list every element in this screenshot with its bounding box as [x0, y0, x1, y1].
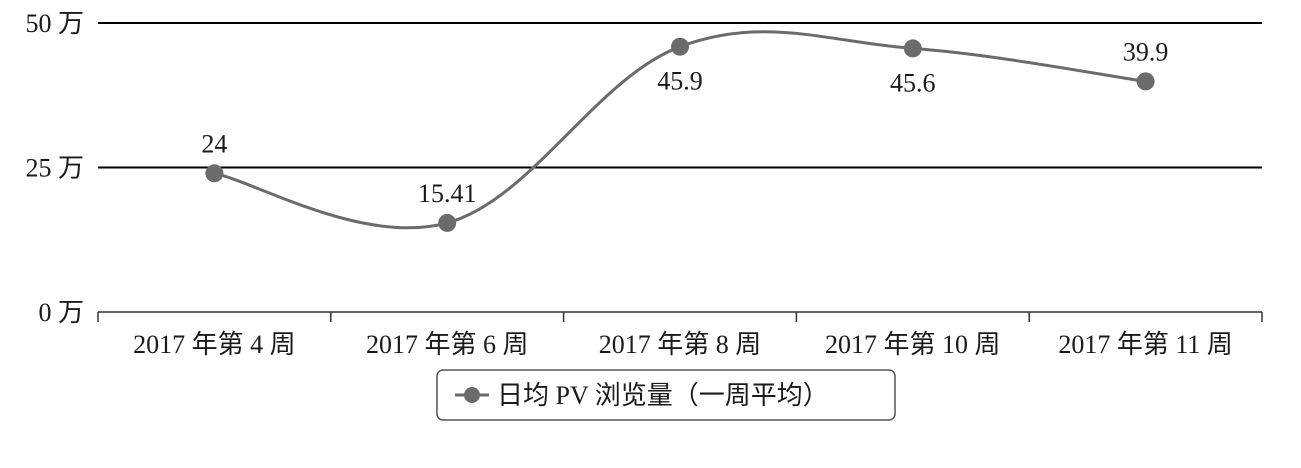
data-point — [205, 164, 224, 183]
x-tick-label: 2017 年第 8 周 — [599, 330, 762, 359]
data-point — [1136, 72, 1155, 91]
data-label: 45.9 — [657, 67, 703, 96]
legend-label: 日均 PV 浏览量（一周平均） — [497, 381, 829, 410]
data-label: 39.9 — [1123, 37, 1169, 66]
series-line — [214, 30, 1146, 230]
data-point — [671, 37, 689, 56]
x-axis-tick-labels: 2017 年第 4 周 2017 年第 6 周 2017 年第 8 周 2017 年第… — [133, 330, 1233, 359]
y-tick-label: 50 万 — [25, 9, 84, 38]
legend-marker-icon — [464, 387, 480, 403]
data-label: 45.6 — [890, 68, 936, 97]
data-label-layer: 24 15.41 45.9 45.6 39.9 — [201, 37, 1168, 208]
data-point — [903, 39, 922, 58]
x-tick-label: 2017 年第 11 周 — [1058, 330, 1233, 359]
data-point — [438, 213, 457, 232]
grid-lines — [98, 22, 1262, 169]
x-axis — [97, 311, 1263, 322]
legend: 日均 PV 浏览量（一周平均） — [436, 369, 896, 421]
data-label: 15.41 — [418, 179, 477, 208]
y-axis-tick-labels: 0 万 25 万 50 万 — [25, 9, 84, 327]
y-tick-label: 25 万 — [25, 154, 84, 183]
data-label: 24 — [201, 129, 227, 158]
y-tick-label: 0 万 — [38, 298, 84, 327]
series-line-layer — [214, 30, 1146, 230]
legend-box — [436, 369, 896, 421]
x-tick-label: 2017 年第 6 周 — [366, 330, 529, 359]
x-tick-label: 2017 年第 4 周 — [133, 330, 296, 359]
series-marker-layer — [205, 37, 1155, 232]
x-tick-label: 2017 年第 10 周 — [825, 330, 1001, 359]
